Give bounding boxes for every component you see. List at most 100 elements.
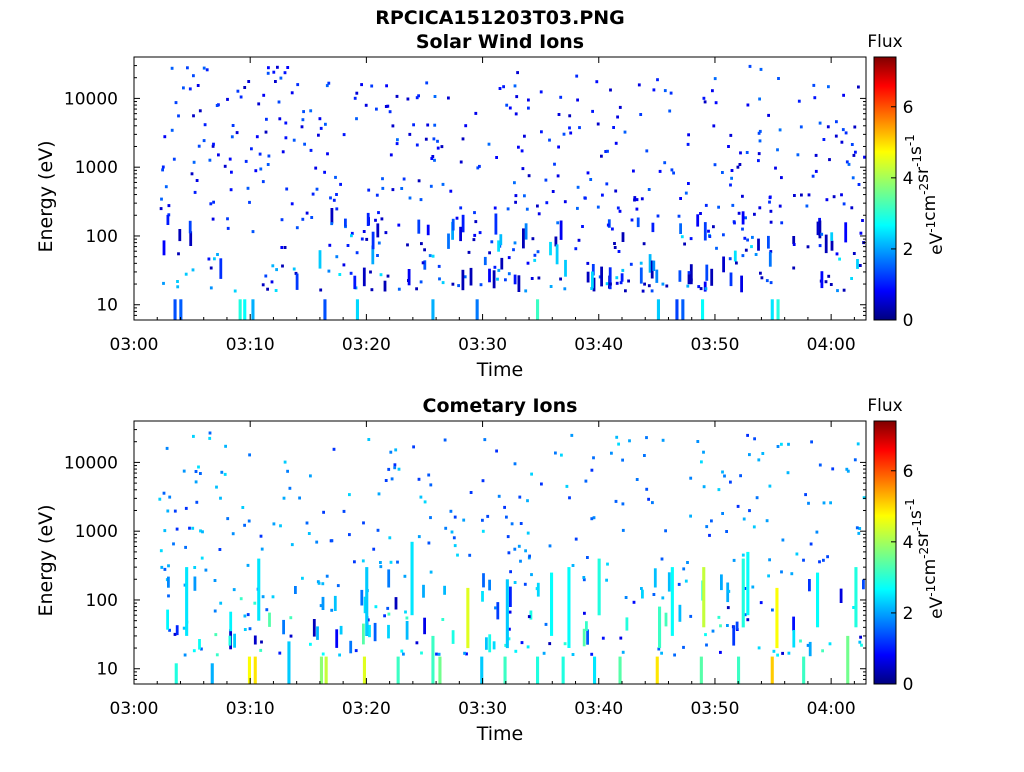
flux-cell xyxy=(844,222,848,243)
flux-cell xyxy=(554,236,558,247)
flux-cell xyxy=(400,187,404,190)
flux-cell xyxy=(744,248,748,252)
flux-cell xyxy=(799,125,803,129)
flux-cell xyxy=(574,247,578,251)
flux-cell xyxy=(172,157,176,161)
flux-cell xyxy=(424,137,428,141)
flux-cell xyxy=(270,280,274,284)
flux-cell xyxy=(338,653,341,657)
flux-cell xyxy=(537,212,541,216)
flux-cell xyxy=(194,480,198,484)
flux-streak xyxy=(438,656,442,684)
flux-cell xyxy=(530,472,533,476)
flux-cell xyxy=(161,168,164,172)
flux-cell xyxy=(743,236,747,240)
flux-cell xyxy=(379,565,383,569)
flux-cell xyxy=(327,269,331,273)
flux-cell xyxy=(535,587,539,591)
flux-cell xyxy=(857,183,861,186)
flux-cell xyxy=(605,578,608,582)
flux-cell xyxy=(648,254,652,273)
flux-cell xyxy=(423,617,426,635)
flux-cell xyxy=(509,570,512,574)
flux-cell xyxy=(540,130,543,134)
flux-cell xyxy=(757,646,761,650)
flux-cell xyxy=(650,260,654,279)
flux-cell xyxy=(802,558,805,562)
flux-cell xyxy=(427,541,431,545)
colorbar-label: eV-1cm-2sr-1s-1 xyxy=(903,134,947,255)
flux-cell xyxy=(374,605,378,609)
flux-cell xyxy=(576,185,580,189)
flux-cell xyxy=(504,278,507,282)
flux-cell xyxy=(601,193,604,197)
flux-cell xyxy=(425,81,429,85)
flux-cell xyxy=(194,470,198,473)
flux-cell xyxy=(586,556,589,559)
flux-cell xyxy=(376,254,379,257)
axes-frame xyxy=(133,56,867,321)
flux-cell xyxy=(528,554,531,558)
flux-cell xyxy=(415,143,419,147)
flux-cell xyxy=(393,466,397,470)
flux-cell xyxy=(371,245,375,265)
flux-cell xyxy=(388,110,392,114)
flux-cell xyxy=(229,188,233,192)
flux-cell xyxy=(461,269,465,291)
flux-cell xyxy=(699,287,703,291)
flux-cell xyxy=(808,579,811,592)
flux-streak xyxy=(737,656,741,684)
flux-cell xyxy=(236,89,240,93)
flux-streak xyxy=(257,558,261,621)
flux-cell xyxy=(325,574,329,578)
flux-cell xyxy=(857,85,860,89)
flux-cell xyxy=(508,627,511,631)
flux-cell xyxy=(741,254,745,258)
flux-cell xyxy=(427,473,431,477)
flux-cell xyxy=(402,177,406,181)
flux-streak xyxy=(746,551,750,616)
flux-cell xyxy=(527,98,530,102)
flux-cell xyxy=(696,440,700,443)
flux-cell xyxy=(702,485,706,489)
flux-cell xyxy=(360,83,363,87)
flux-cell xyxy=(517,275,521,292)
flux-cell xyxy=(246,563,250,567)
flux-cell xyxy=(224,444,227,448)
flux-cell xyxy=(368,624,371,638)
flux-cell xyxy=(635,478,639,481)
flux-cell xyxy=(208,431,212,435)
flux-cell xyxy=(523,582,527,586)
flux-cell xyxy=(175,527,179,531)
flux-cell xyxy=(620,273,624,282)
flux-cell xyxy=(807,193,811,197)
flux-cell xyxy=(661,282,665,286)
flux-cell xyxy=(433,158,436,162)
x-tick-label: 03:40 xyxy=(574,335,623,355)
flux-cell xyxy=(367,438,371,441)
flux-cell xyxy=(542,651,546,655)
flux-cell xyxy=(844,131,848,135)
flux-cell xyxy=(852,252,856,255)
colorbar-gradient xyxy=(873,56,897,321)
flux-cell xyxy=(355,251,359,255)
flux-cell xyxy=(228,635,232,646)
flux-cell xyxy=(526,645,530,649)
flux-streak xyxy=(658,606,662,648)
flux-cell xyxy=(513,181,516,185)
flux-cell xyxy=(255,135,259,139)
flux-cell xyxy=(167,564,170,568)
flux-cell xyxy=(220,470,224,474)
flux-cell xyxy=(860,643,863,647)
flux-cell xyxy=(619,636,623,640)
flux-cell xyxy=(342,509,346,513)
flux-cell xyxy=(590,468,594,472)
flux-cell xyxy=(858,264,862,267)
x-tick-label: 03:10 xyxy=(226,335,275,355)
flux-cell xyxy=(714,101,718,105)
flux-cell xyxy=(334,175,337,179)
flux-cell xyxy=(555,244,559,265)
flux-cell xyxy=(499,234,503,246)
flux-cell xyxy=(655,269,659,283)
